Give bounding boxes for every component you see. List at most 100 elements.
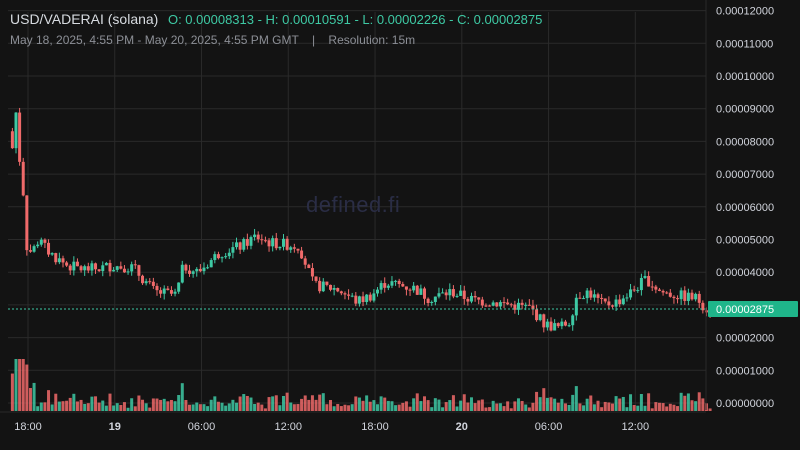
candle-body xyxy=(603,298,607,302)
candle-body xyxy=(65,262,69,266)
volume-bar xyxy=(578,403,582,411)
volume-bar xyxy=(697,392,701,411)
time-axis[interactable]: 18:00 19 06:00 12:00 18:00 20 06:00 12:00 xyxy=(0,411,706,433)
candle-body xyxy=(289,247,293,250)
candle-body xyxy=(462,290,466,299)
candle-body xyxy=(231,247,235,253)
candle-body xyxy=(419,288,423,295)
volume-bar xyxy=(318,394,322,411)
volume-bar xyxy=(357,397,361,411)
volume-bar xyxy=(188,404,192,411)
candle-body xyxy=(133,264,137,266)
volume-bar xyxy=(61,401,65,411)
volume-bar xyxy=(484,407,488,411)
candle-body xyxy=(480,299,484,306)
candle-body xyxy=(83,266,87,271)
date-range: May 18, 2025, 4:55 PM - May 20, 2025, 4:… xyxy=(10,33,299,47)
volume-bar xyxy=(524,404,528,411)
candle-body xyxy=(502,302,506,304)
candle-body xyxy=(394,280,398,282)
candle-body xyxy=(473,295,477,298)
volume-bar xyxy=(25,364,29,411)
candle-body xyxy=(422,288,426,299)
candle-body xyxy=(585,290,589,299)
volume-bar xyxy=(133,406,137,411)
candle-body xyxy=(18,112,22,162)
volume-bar xyxy=(437,399,441,411)
candle-body xyxy=(220,257,224,259)
volume-bar xyxy=(368,401,372,411)
volume-bar xyxy=(108,393,112,411)
volume-bar xyxy=(144,403,148,411)
time-tick-label: 06:00 xyxy=(188,421,216,433)
time-tick-label: 12:00 xyxy=(622,421,650,433)
volume-bar xyxy=(325,404,329,411)
volume-bars xyxy=(10,359,712,411)
price-axis[interactable]: 0.00012000 0.00011000 0.00010000 0.00009000… xyxy=(705,0,798,410)
volume-bar xyxy=(235,402,239,411)
candle-body xyxy=(263,240,267,242)
candle-body xyxy=(556,323,560,327)
candle-body xyxy=(198,268,202,272)
volume-bar xyxy=(495,403,499,411)
volume-bar xyxy=(300,398,304,411)
candle-body xyxy=(639,277,643,291)
volume-bar xyxy=(18,359,22,411)
volume-bar xyxy=(488,407,492,411)
candle-body xyxy=(155,285,159,291)
volume-bar xyxy=(343,404,347,411)
candle-body xyxy=(444,292,448,296)
candle-body xyxy=(151,281,155,286)
candle-body xyxy=(249,237,253,246)
volume-bar xyxy=(535,391,539,411)
price-tick-label: 0.00000000 xyxy=(716,398,774,410)
candle-body xyxy=(361,296,365,303)
candle-body xyxy=(245,239,249,246)
candle-body xyxy=(589,290,593,298)
volume-bar xyxy=(112,405,116,411)
volume-bar xyxy=(592,404,596,411)
candle-body xyxy=(303,258,307,265)
volume-bar xyxy=(332,406,336,411)
volume-bar xyxy=(336,404,340,411)
price-tick-label: 0.00009000 xyxy=(716,104,774,116)
volume-bar xyxy=(260,404,264,411)
candle-body xyxy=(451,289,455,297)
volume-bar xyxy=(65,400,69,411)
candle-body xyxy=(256,234,260,240)
candle-body xyxy=(75,261,79,267)
volume-bar xyxy=(47,390,51,411)
volume-bar xyxy=(39,402,43,411)
candle-body xyxy=(180,264,184,283)
candle-body xyxy=(141,275,145,284)
candle-body xyxy=(506,302,510,305)
volume-bar xyxy=(553,398,557,411)
volume-bar xyxy=(130,398,134,411)
volume-bar xyxy=(79,399,83,411)
volume-bar xyxy=(560,398,564,411)
volume-bar xyxy=(202,404,206,411)
volume-bar xyxy=(43,402,47,411)
candle-body xyxy=(271,238,275,247)
candle-body xyxy=(437,293,441,297)
volume-bar xyxy=(466,402,470,411)
volume-bar xyxy=(21,359,25,411)
candle-body xyxy=(545,321,549,328)
price-tick-label: 0.00002000 xyxy=(716,333,774,345)
volume-bar xyxy=(227,403,231,411)
volume-bar xyxy=(513,401,517,411)
candle-body xyxy=(676,298,680,300)
volume-bar xyxy=(408,406,412,411)
volume-bar xyxy=(94,396,98,411)
candle-body xyxy=(325,281,329,285)
candle-body xyxy=(668,292,672,297)
candle-body xyxy=(166,288,170,291)
resolution-label: Resolution: 15m xyxy=(328,33,416,47)
candle-body xyxy=(614,299,618,307)
volume-bar xyxy=(589,395,593,411)
candle-body xyxy=(68,265,72,271)
volume-bar xyxy=(216,401,220,411)
volume-bar xyxy=(650,408,654,411)
volume-bar xyxy=(155,398,159,411)
